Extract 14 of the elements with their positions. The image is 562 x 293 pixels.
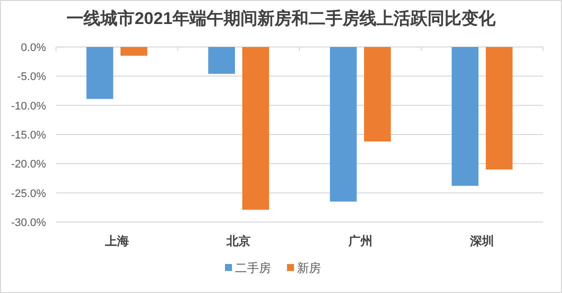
x-tick-label: 北京 bbox=[226, 234, 251, 248]
y-tick-label: -30.0% bbox=[11, 217, 46, 229]
y-tick-label: -15.0% bbox=[11, 130, 46, 142]
y-tick-label: -10.0% bbox=[11, 100, 46, 112]
chart-title: 一线城市2021年端午期间新房和二手房线上活跃同比变化 bbox=[66, 9, 496, 28]
x-tick-label: 上海 bbox=[104, 234, 129, 248]
y-tick-label: 0.0% bbox=[20, 42, 46, 54]
legend-label: 二手房 bbox=[235, 261, 271, 275]
legend-label: 新房 bbox=[297, 261, 321, 275]
x-tick-label: 广州 bbox=[347, 234, 372, 248]
y-tick-label: -20.0% bbox=[11, 158, 46, 171]
y-tick-label: -5.0% bbox=[17, 71, 46, 84]
y-tick-label: -25.0% bbox=[11, 188, 46, 200]
x-tick-label: 深圳 bbox=[469, 234, 494, 248]
